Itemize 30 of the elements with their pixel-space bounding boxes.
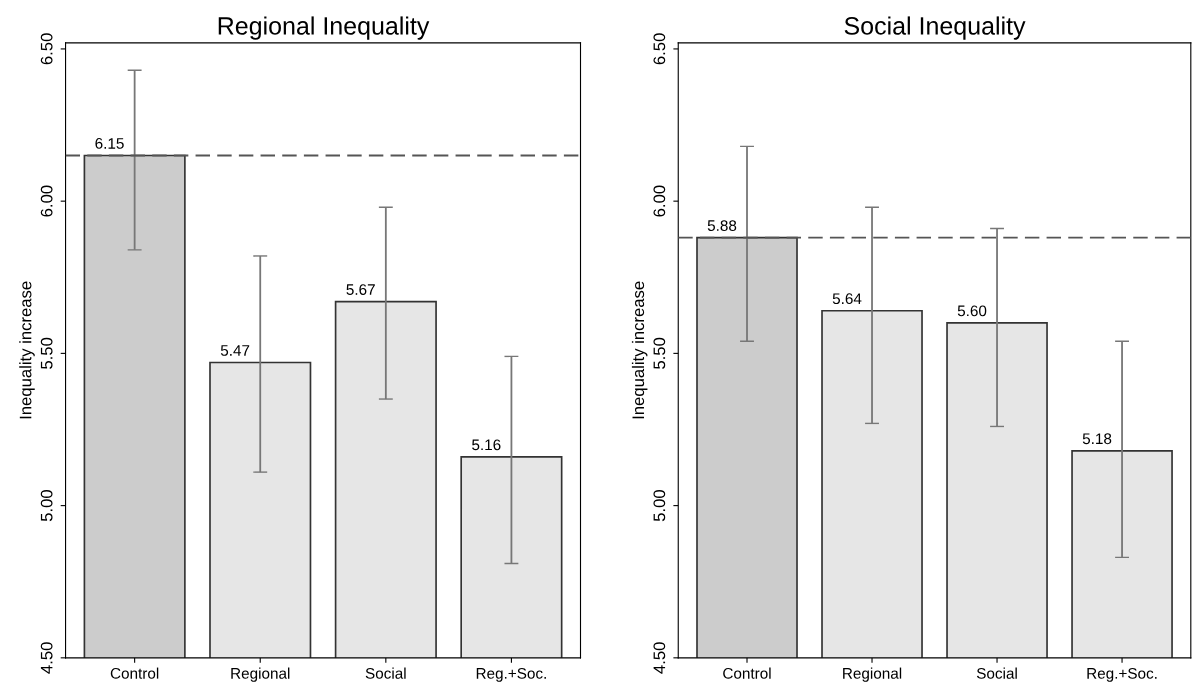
y-tick-label: 5.00 [653, 490, 666, 522]
y-axis-title: Inequality increase [19, 281, 35, 419]
data-label: 5.64 [832, 293, 862, 305]
y-tick-label: 6.50 [40, 33, 53, 65]
x-tick-label: Reg.+Soc. [476, 667, 546, 682]
y-tick-label: 5.00 [40, 490, 53, 522]
y-tick-label: 6.00 [40, 185, 53, 217]
chart-title: Regional Inequality [218, 16, 430, 40]
data-label: 5.47 [220, 345, 250, 356]
data-label: 5.60 [957, 305, 987, 317]
y-tick-label: 5.50 [653, 337, 666, 369]
data-label: 6.15 [95, 138, 124, 149]
y-tick-label: 5.50 [40, 337, 53, 369]
y-tick-label: 6.00 [653, 185, 666, 217]
y-axis-title: Inequality increase [631, 281, 648, 419]
data-label: 5.18 [1082, 433, 1112, 445]
y-tick-label: 4.50 [653, 642, 666, 674]
x-tick-label: Reg.+Soc. [1087, 667, 1157, 682]
y-tick-label: 6.50 [653, 33, 666, 65]
chart-title: Social Inequality [844, 16, 1026, 40]
y-tick-label: 4.50 [40, 642, 53, 674]
data-label: 5.16 [472, 439, 501, 451]
x-tick-label: Regional [843, 667, 902, 682]
x-tick-label: Social [365, 667, 406, 679]
x-tick-label: Regional [231, 667, 290, 682]
data-label: 5.67 [346, 284, 375, 295]
x-tick-label: Control [723, 667, 771, 679]
x-tick-label: Control [110, 667, 159, 679]
data-label: 5.88 [707, 220, 737, 232]
x-tick-label: Social [976, 667, 1017, 679]
